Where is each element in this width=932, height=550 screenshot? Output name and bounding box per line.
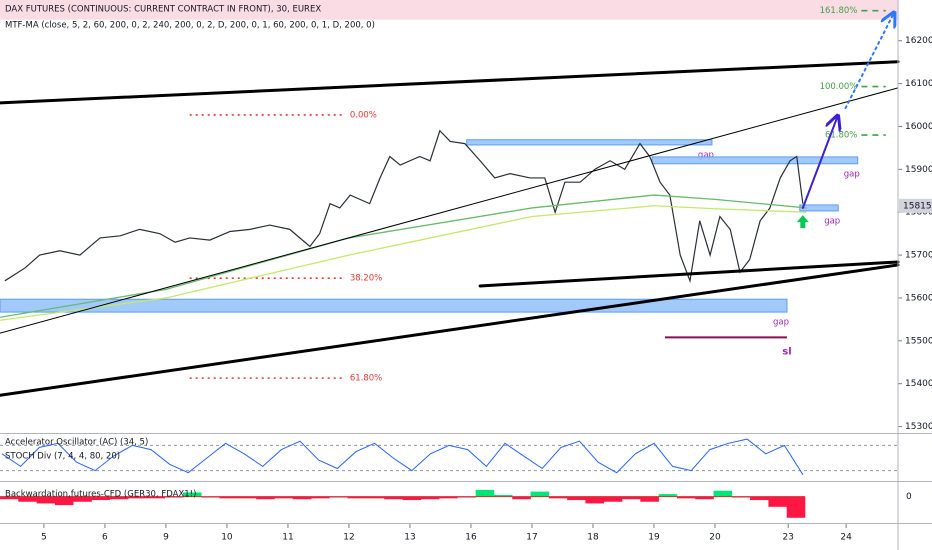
- x-tick-label: 19: [648, 533, 660, 543]
- y-tick-label: 0: [906, 492, 912, 502]
- y-tick-label: 16200: [905, 36, 932, 46]
- backwardation-bar: [768, 496, 788, 507]
- last-price-label: 15815: [903, 201, 932, 211]
- gap-label: gap: [773, 318, 789, 328]
- backwardation-bar: [91, 496, 111, 501]
- backwardation-bar: [640, 496, 659, 502]
- x-tick-label: 20: [709, 533, 721, 543]
- backwardation-bar: [475, 489, 495, 497]
- fib-label: 100.00%: [820, 82, 858, 92]
- stop-label: sl: [782, 346, 791, 357]
- y-tick-label: 16100: [905, 79, 932, 89]
- backwardation-bar: [274, 496, 294, 499]
- backwardation-bar: [603, 496, 623, 502]
- gap-zone: [651, 156, 859, 165]
- x-tick-label: 17: [526, 533, 537, 543]
- fib-label: 38.20%: [350, 274, 382, 284]
- gap-label: gap: [844, 169, 860, 179]
- fib-label: 61.80%: [825, 131, 857, 141]
- x-tick-label: 24: [840, 533, 852, 543]
- backwardation-bar: [750, 496, 769, 501]
- price-line: [0, 194, 807, 318]
- chart-title: DAX FUTURES (CONTINUOUS: CURRENT CONTRAC…: [5, 5, 321, 15]
- y-tick-label: 15600: [905, 293, 932, 303]
- backwardation-bar: [622, 496, 641, 500]
- backwardation-bar: [402, 496, 422, 501]
- backwardation-bar: [347, 496, 367, 499]
- last-price-tag: [899, 198, 932, 213]
- x-tick-label: 12: [343, 533, 354, 543]
- backwardation-bar: [146, 496, 165, 499]
- backwardation-bar: [109, 496, 129, 500]
- fib-label: 61.80%: [350, 374, 382, 384]
- backwardation-bar: [439, 496, 458, 499]
- backwardation-bar: [237, 496, 257, 499]
- trend-line: [478, 260, 900, 288]
- gap-zone: [466, 139, 713, 146]
- backwardation-bar: [420, 496, 440, 500]
- x-tick-label: 5: [41, 533, 47, 543]
- backwardation-bar: [292, 496, 312, 500]
- backwardation-bar: [128, 496, 147, 499]
- trend-line: [844, 15, 894, 110]
- backwardation-bar: [530, 491, 550, 497]
- backwardation-bar: [567, 496, 586, 501]
- x-tick-label: 10: [221, 533, 233, 543]
- y-tick-label: 15500: [905, 336, 932, 346]
- pane-label: Accelerator Oscillator (AC) (34, 5): [5, 438, 148, 448]
- backwardation-bar: [18, 496, 37, 502]
- backwardation-bar: [493, 494, 513, 497]
- backwardation-bar: [311, 496, 330, 499]
- backwardation-bar: [713, 490, 733, 497]
- backwardation-bar: [658, 494, 678, 497]
- backwardation-bar: [182, 492, 202, 497]
- backwardation-bar: [36, 496, 56, 504]
- trend-line: [801, 118, 837, 209]
- y-tick-label: 16000: [905, 122, 932, 132]
- gap-zone: [0, 0, 898, 20]
- backwardation-bar: [585, 496, 605, 504]
- oscillator-line: [1, 438, 804, 476]
- x-tick-label: 9: [163, 533, 169, 543]
- gap-label: gap: [824, 216, 840, 226]
- signal-arrow: [796, 215, 809, 229]
- backwardation-bar: [219, 496, 239, 499]
- fib-label: 161.80%: [820, 6, 858, 16]
- y-tick-label: 15300: [905, 422, 932, 432]
- x-tick-label: 11: [282, 533, 293, 543]
- backwardation-bar: [54, 496, 74, 506]
- backwardation-bar: [676, 496, 696, 499]
- trend-line: [0, 263, 900, 397]
- y-tick-label: 15900: [905, 165, 932, 175]
- x-tick-label: 23: [782, 533, 793, 543]
- x-tick-label: 18: [587, 533, 599, 543]
- backwardation-bar: [73, 496, 92, 502]
- x-tick-label: 13: [404, 533, 415, 543]
- trend-line: [0, 60, 900, 105]
- backwardation-bar: [695, 496, 714, 500]
- price-line: [0, 205, 807, 321]
- backwardation-bar: [384, 496, 403, 500]
- backwardation-bar: [786, 496, 806, 518]
- backwardation-bar: [365, 496, 385, 499]
- chart-subtitle: MTF-MA (close, 5, 2, 60, 200, 0, 2, 240,…: [5, 21, 375, 31]
- pane-label: STOCH Div (7, 4, 4, 80, 20): [5, 452, 120, 462]
- backwardation-bar: [256, 496, 275, 500]
- y-tick-label: 15400: [905, 379, 932, 389]
- x-tick-label: 6: [102, 533, 108, 543]
- x-tick-label: 16: [465, 533, 477, 543]
- backwardation-bar: [548, 496, 568, 499]
- backwardation-bar: [512, 496, 531, 500]
- price-line: [4, 129, 804, 284]
- y-tick-label: 15700: [905, 251, 932, 261]
- trend-line: [0, 87, 899, 334]
- pane-label: Backwardation,futures-CFD (GER30, FDAX1!…: [5, 490, 196, 500]
- fib-label: 0.00%: [350, 110, 377, 120]
- backwardation-bar: [0, 496, 19, 500]
- gap-label: gap: [698, 150, 714, 160]
